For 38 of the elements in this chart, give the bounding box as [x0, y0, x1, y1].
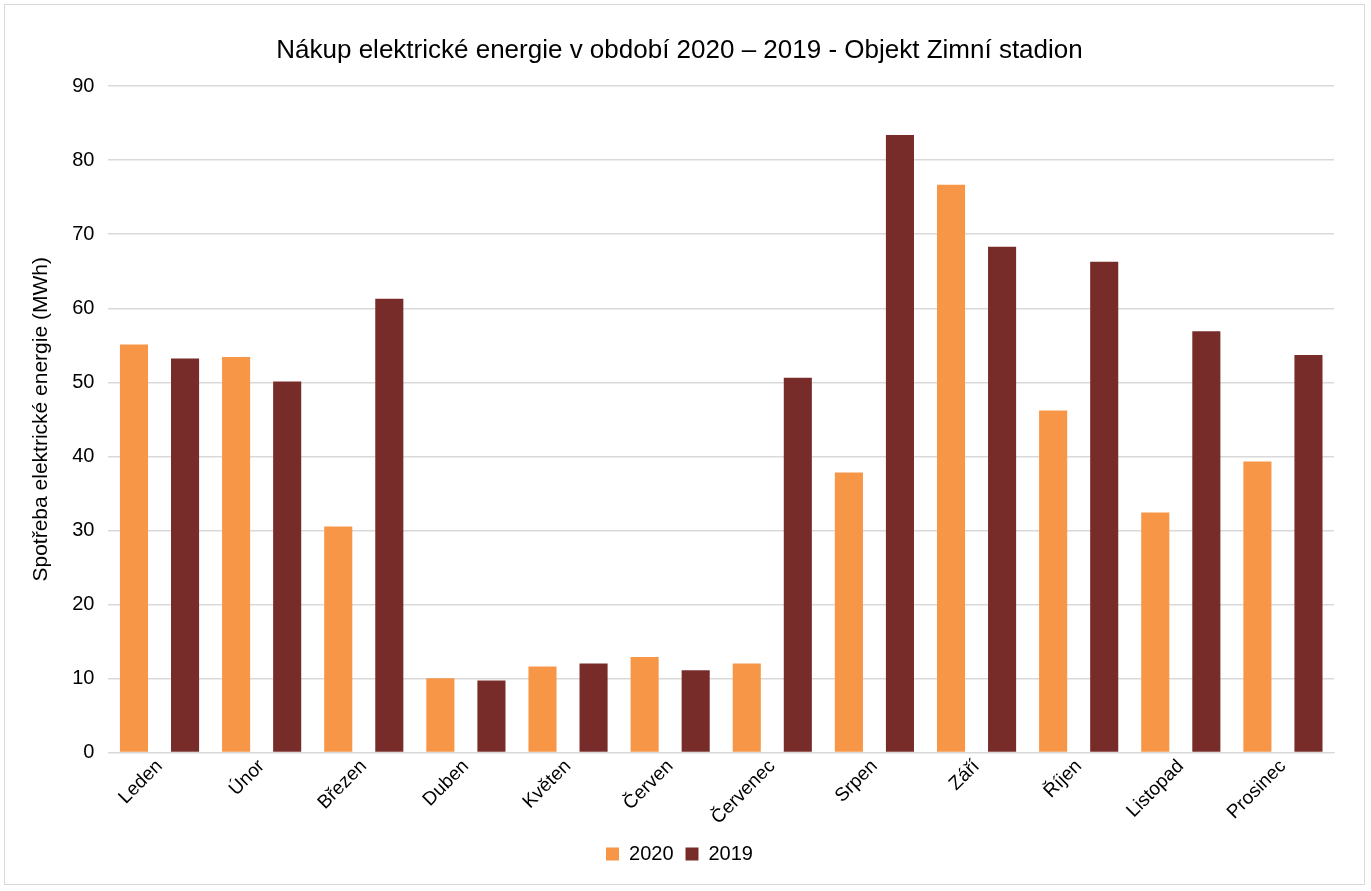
- bar: [119, 344, 149, 752]
- bar: [783, 377, 812, 752]
- bar: [1039, 410, 1068, 752]
- bar: [324, 526, 353, 752]
- bar: [1090, 261, 1119, 752]
- y-tick-label: 20: [72, 591, 95, 614]
- y-axis-title: Spotřeba elektrické energie (MWh): [28, 257, 52, 582]
- bar: [222, 357, 251, 752]
- bar: [171, 358, 200, 752]
- bar: [1243, 461, 1272, 752]
- y-tick-label: 70: [72, 221, 95, 244]
- y-tick-label: 40: [72, 443, 95, 466]
- y-tick-label: 60: [72, 295, 95, 318]
- legend-label: 2019: [708, 841, 753, 864]
- bar: [477, 680, 506, 752]
- bar: [528, 666, 557, 752]
- bar: [1294, 354, 1323, 752]
- bar: [1192, 331, 1221, 752]
- bar: [1141, 512, 1170, 752]
- bar: [936, 184, 966, 752]
- y-tick-label: 10: [72, 665, 95, 688]
- y-tick-label: 50: [72, 369, 95, 392]
- y-tick-label: 30: [72, 517, 95, 540]
- bar: [375, 298, 404, 752]
- y-tick-label: 0: [83, 739, 95, 762]
- bar: [988, 246, 1017, 752]
- bar: [426, 678, 455, 752]
- y-tick-label: 80: [72, 147, 95, 170]
- bar: [273, 381, 302, 752]
- bar: [885, 135, 914, 752]
- bar: [579, 663, 608, 752]
- y-tick-label: 90: [72, 73, 95, 96]
- bar: [630, 656, 659, 752]
- legend-label: 2020: [629, 841, 674, 864]
- bar: [834, 472, 863, 752]
- chart-title: Nákup elektrické energie v období 2020 – 2019 - Objekt Zimní stadion: [276, 33, 1083, 64]
- bar: [681, 670, 710, 752]
- bar: [732, 663, 761, 752]
